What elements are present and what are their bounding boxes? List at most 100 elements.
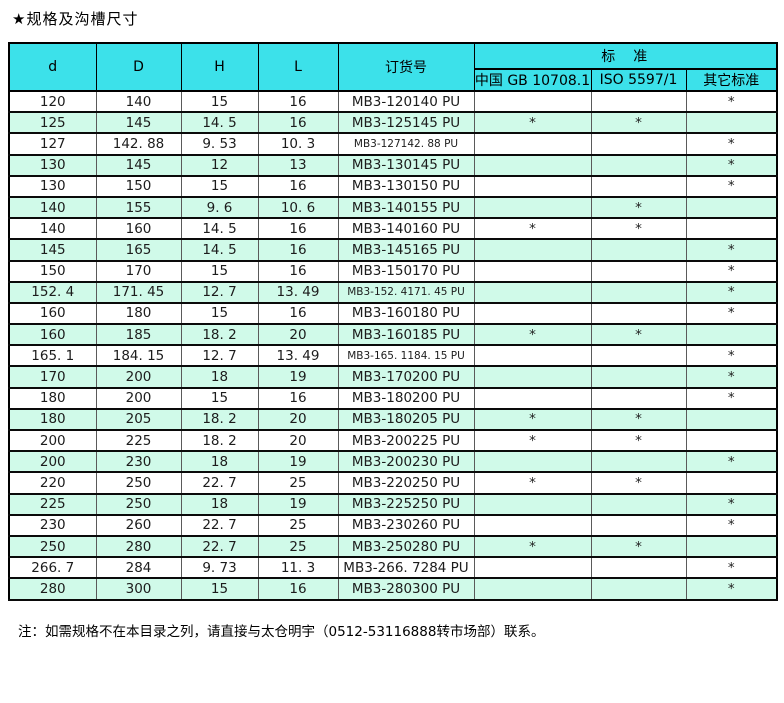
cell-d: 230 [8,513,97,537]
col-header-china-gb: 中国 GB 10708.1 [473,68,592,92]
table-row: 150 170 15 16 MB3-150170 PU * [8,259,778,283]
cell-D: 170 [95,259,182,283]
spec-table-header: d D H L 订货号 标 准 中国 GB 10708.1 ISO 5597/1… [8,42,778,92]
cell-d: 145 [8,238,97,262]
cell-china-gb-mark: * [473,407,592,432]
table-row: 230 260 22. 7 25 MB3-230260 PU * [8,513,778,537]
cell-other-standard-mark [685,111,778,135]
cell-order-number: MB3-140155 PU [337,195,475,220]
cell-L: 16 [257,238,339,262]
page-title: ★规格及沟槽尺寸 [12,10,139,28]
col-header-standard-group: 标 准 [473,42,778,70]
cell-iso-mark [590,280,687,304]
cell-L: 20 [257,323,339,347]
cell-D: 180 [95,301,182,326]
cell-D: 280 [95,534,182,559]
table-row: 160 180 15 16 MB3-160180 PU * [8,301,778,326]
cell-D: 160 [95,217,182,241]
cell-iso-mark [590,153,687,177]
cell-H: 18 [180,365,259,389]
table-row: 180 200 15 16 MB3-180200 PU * [8,386,778,410]
cell-d: 180 [8,407,97,432]
cell-iso-mark [590,132,687,156]
cell-d: 130 [8,174,97,198]
cell-D: 230 [95,450,182,474]
cell-china-gb-mark: * [473,534,592,559]
cell-d: 152. 4 [8,280,97,304]
table-row: 266. 7 284 9. 73 11. 3 MB3-266. 7284 PU … [8,556,778,580]
cell-iso-mark: * [590,111,687,135]
cell-order-number: MB3-200225 PU [337,428,475,453]
cell-order-number: MB3-140160 PU [337,217,475,241]
col-header-H: H [180,42,259,92]
cell-D: 225 [95,428,182,453]
cell-order-number: MB3-127142. 88 PU [337,132,475,156]
table-row: 127 142. 88 9. 53 10. 3 MB3-127142. 88 P… [8,132,778,156]
cell-order-number: MB3-130150 PU [337,174,475,198]
cell-other-standard-mark: * [685,386,778,410]
cell-H: 15 [180,301,259,326]
cell-other-standard-mark [685,323,778,347]
cell-H: 15 [180,386,259,410]
cell-order-number: MB3-220250 PU [337,471,475,495]
cell-order-number: MB3-180205 PU [337,407,475,432]
cell-H: 12 [180,153,259,177]
cell-other-standard-mark: * [685,89,778,114]
cell-d: 160 [8,323,97,347]
cell-D: 150 [95,174,182,198]
table-row: 170 200 18 19 MB3-170200 PU * [8,365,778,389]
cell-H: 14. 5 [180,111,259,135]
cell-H: 15 [180,89,259,114]
cell-D: 250 [95,471,182,495]
cell-d: 200 [8,450,97,474]
cell-other-standard-mark [685,407,778,432]
table-row: 152. 4 171. 45 12. 7 13. 49 MB3-152. 417… [8,280,778,304]
cell-iso-mark: * [590,428,687,453]
cell-order-number: MB3-225250 PU [337,492,475,516]
cell-order-number: MB3-130145 PU [337,153,475,177]
cell-order-number: MB3-160185 PU [337,323,475,347]
cell-H: 22. 7 [180,471,259,495]
col-header-other-standard: 其它标准 [685,68,778,92]
table-row: 180 205 18. 2 20 MB3-180205 PU * * [8,407,778,432]
col-header-D: D [95,42,182,92]
cell-iso-mark: * [590,534,687,559]
cell-H: 18 [180,450,259,474]
cell-D: 260 [95,513,182,537]
cell-iso-mark [590,556,687,580]
cell-H: 12. 7 [180,344,259,368]
cell-other-standard-mark: * [685,450,778,474]
table-row: 250 280 22. 7 25 MB3-250280 PU * * [8,534,778,559]
cell-D: 145 [95,153,182,177]
cell-d: 125 [8,111,97,135]
table-row: 140 160 14. 5 16 MB3-140160 PU * * [8,217,778,241]
cell-china-gb-mark [473,344,592,368]
cell-china-gb-mark [473,174,592,198]
cell-D: 284 [95,556,182,580]
cell-other-standard-mark [685,217,778,241]
cell-L: 10. 3 [257,132,339,156]
cell-H: 9. 73 [180,556,259,580]
cell-D: 185 [95,323,182,347]
cell-order-number: MB3-170200 PU [337,365,475,389]
cell-D: 200 [95,386,182,410]
cell-iso-mark [590,301,687,326]
cell-d: 266. 7 [8,556,97,580]
cell-china-gb-mark [473,513,592,537]
cell-L: 16 [257,577,339,601]
cell-iso-mark [590,386,687,410]
col-header-L: L [257,42,339,92]
cell-order-number: MB3-152. 4171. 45 PU [337,280,475,304]
cell-H: 18. 2 [180,428,259,453]
cell-iso-mark: * [590,323,687,347]
cell-other-standard-mark [685,195,778,220]
cell-china-gb-mark: * [473,471,592,495]
cell-other-standard-mark [685,471,778,495]
cell-D: 145 [95,111,182,135]
cell-china-gb-mark [473,238,592,262]
cell-china-gb-mark [473,365,592,389]
cell-order-number: MB3-160180 PU [337,301,475,326]
cell-L: 16 [257,301,339,326]
cell-iso-mark [590,365,687,389]
cell-order-number: MB3-125145 PU [337,111,475,135]
